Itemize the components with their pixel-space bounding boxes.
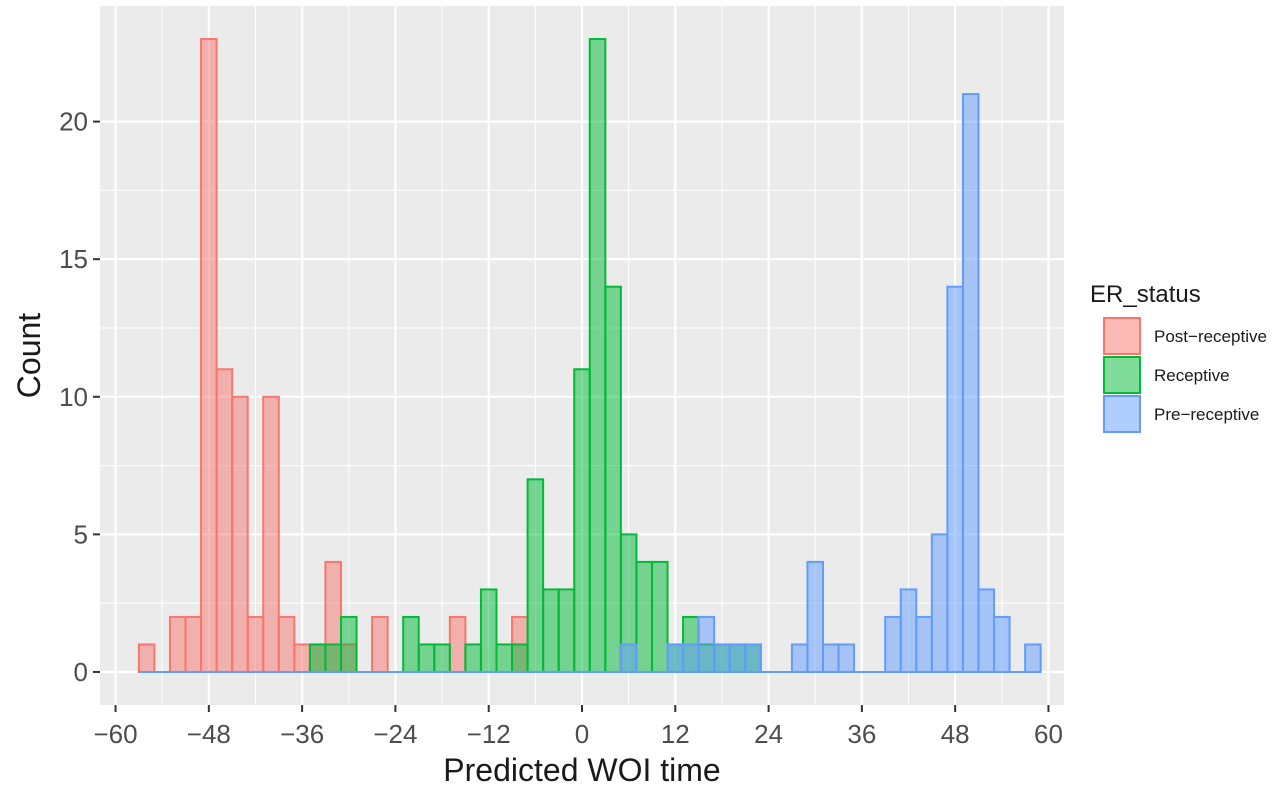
bar-pre-receptive <box>1024 643 1042 673</box>
x-tick-labels: −60 −48 −36 −24 −12 0 12 24 36 48 60 <box>93 719 1062 749</box>
bar-post-receptive <box>293 643 311 673</box>
bar-receptive <box>635 560 653 673</box>
x-tick-label: 0 <box>575 719 589 749</box>
bar-post-receptive <box>277 615 296 673</box>
bar-receptive <box>542 588 560 673</box>
bar-post-receptive <box>137 643 156 673</box>
legend-title: ER_status <box>1090 281 1201 308</box>
bar-pre-receptive <box>930 533 949 673</box>
x-axis-title: Predicted WOI time <box>443 752 720 787</box>
x-tick-label: 60 <box>1034 719 1063 749</box>
x-tick-label: −36 <box>280 719 324 749</box>
x-tick-label: −48 <box>187 719 231 749</box>
bar-pre-receptive <box>961 93 980 673</box>
bar-post-receptive <box>448 615 467 673</box>
legend-key-receptive <box>1103 356 1141 394</box>
bar-pre-receptive <box>790 643 809 673</box>
bar-receptive <box>340 615 358 673</box>
bar-pre-receptive <box>713 643 731 673</box>
bar-pre-receptive <box>822 643 840 673</box>
legend-key-post-receptive <box>1103 317 1141 355</box>
bar-pre-receptive <box>744 643 762 673</box>
x-tick-label: −60 <box>93 719 137 749</box>
bar-post-receptive <box>215 368 234 673</box>
bar-receptive <box>557 588 576 673</box>
bar-receptive <box>511 643 529 673</box>
bar-pre-receptive <box>884 615 902 673</box>
bar-receptive <box>324 643 342 673</box>
y-tick-label: 0 <box>74 657 88 687</box>
bar-receptive <box>479 588 498 673</box>
bar-post-receptive <box>246 615 265 673</box>
bar-pre-receptive <box>977 588 996 673</box>
legend-label-pre-receptive: Pre−receptive <box>1154 405 1259 424</box>
y-axis-title: Count <box>11 313 47 399</box>
bar-receptive <box>526 478 545 673</box>
bar-pre-receptive <box>837 643 856 673</box>
bar-receptive <box>417 643 436 673</box>
y-tick-label: 15 <box>59 244 88 274</box>
bar-post-receptive <box>168 615 187 673</box>
bar-pre-receptive <box>728 643 747 673</box>
y-tick-label: 10 <box>59 382 88 412</box>
bar-post-receptive <box>184 615 203 673</box>
legend-label-post-receptive: Post−receptive <box>1154 327 1267 346</box>
bar-pre-receptive <box>697 615 716 673</box>
bar-post-receptive <box>371 615 389 673</box>
bar-pre-receptive <box>899 588 918 673</box>
bar-post-receptive <box>200 38 218 673</box>
bar-pre-receptive <box>619 643 638 673</box>
axis-ticks <box>93 120 1050 712</box>
x-tick-label: −12 <box>467 719 511 749</box>
bar-receptive <box>588 38 607 673</box>
bar-receptive <box>604 285 622 673</box>
legend-key-pre-receptive <box>1103 395 1141 433</box>
bar-pre-receptive <box>666 643 685 673</box>
bar-receptive <box>308 643 327 673</box>
bar-post-receptive <box>262 395 280 673</box>
legend: ER_status Post−receptive Receptive Pre−rec… <box>1090 281 1267 433</box>
y-tick-label: 20 <box>59 107 88 137</box>
bar-receptive <box>495 643 514 673</box>
bar-receptive <box>573 368 591 673</box>
x-tick-label: 24 <box>754 719 783 749</box>
legend-label-receptive: Receptive <box>1154 366 1230 385</box>
x-tick-label: −24 <box>373 719 417 749</box>
y-tick-labels: 0 5 10 15 20 <box>59 107 88 687</box>
y-tick-label: 5 <box>74 519 88 549</box>
x-tick-label: 48 <box>941 719 970 749</box>
bar-pre-receptive <box>993 615 1011 673</box>
bar-pre-receptive <box>806 560 824 673</box>
bar-receptive <box>402 615 420 673</box>
histogram-bars <box>137 38 1042 673</box>
x-tick-label: 12 <box>661 719 690 749</box>
x-tick-label: 36 <box>847 719 876 749</box>
bar-receptive <box>650 560 669 673</box>
bar-receptive <box>464 643 482 673</box>
bar-pre-receptive <box>946 285 964 673</box>
bar-receptive <box>433 643 451 673</box>
bar-pre-receptive <box>915 615 933 673</box>
bar-pre-receptive <box>682 643 700 673</box>
bar-post-receptive <box>231 395 249 673</box>
